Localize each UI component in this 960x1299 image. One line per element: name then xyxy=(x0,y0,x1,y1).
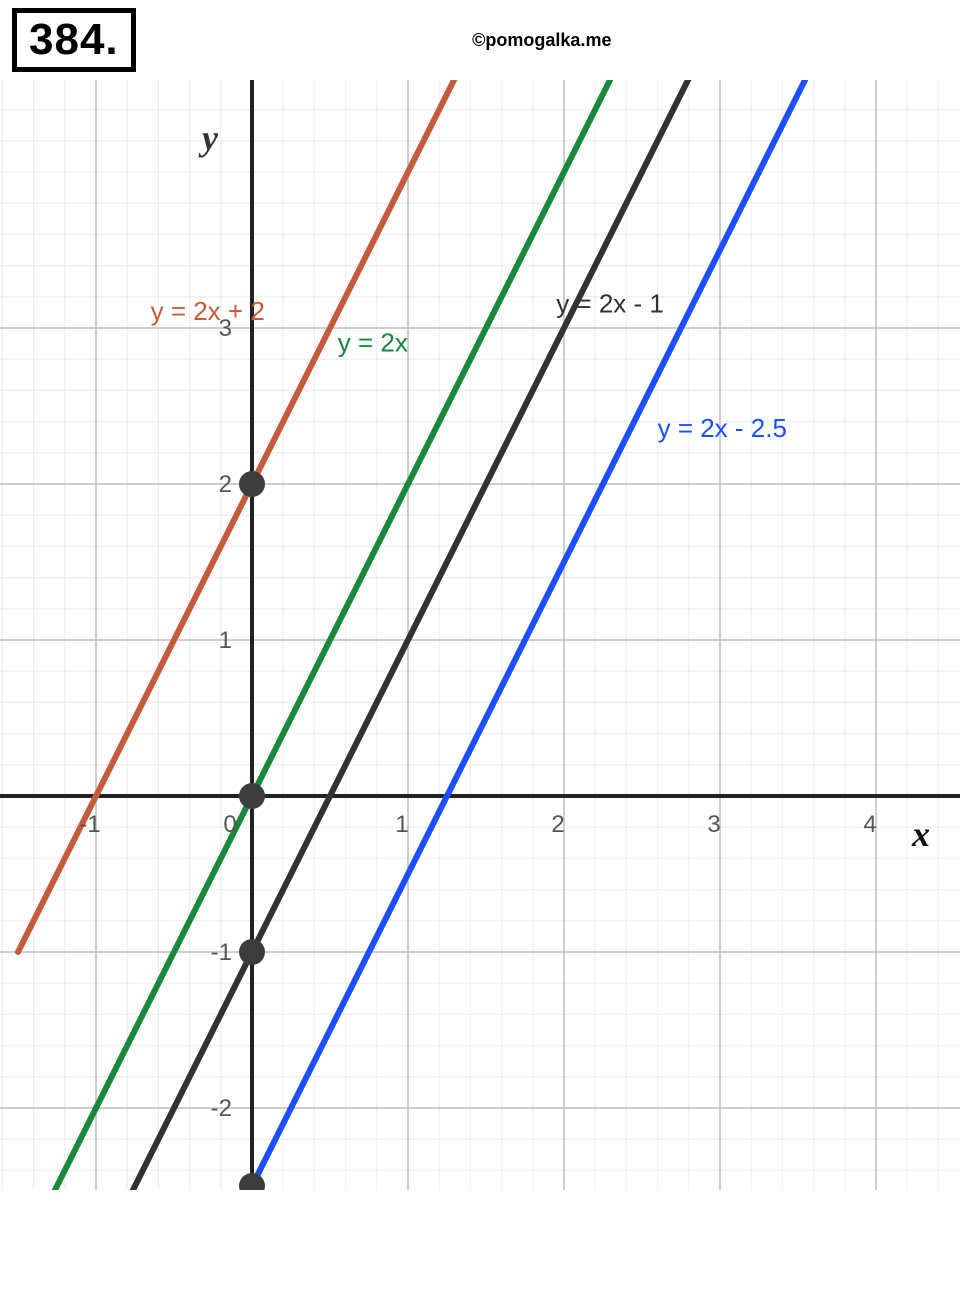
x-tick-label: 3 xyxy=(707,811,720,838)
line-blue-label: y = 2x - 2.5 xyxy=(658,413,787,443)
line-black-label: y = 2x - 1 xyxy=(556,288,664,318)
watermark-text: ©pomogalka.me xyxy=(136,30,948,51)
x-tick-label: 4 xyxy=(863,811,876,838)
x-tick-label: 2 xyxy=(551,811,564,838)
intercept-point xyxy=(239,939,265,965)
line-red-label: y = 2x + 2 xyxy=(151,296,265,326)
x-tick-label: 1 xyxy=(395,811,408,838)
problem-number-badge: 384. xyxy=(12,8,136,72)
x-tick-label: -1 xyxy=(79,811,100,838)
line-chart: -101234-3-2-1123yxy = 2x + 2y = 2xy = 2x… xyxy=(0,80,960,1190)
y-tick-label: 1 xyxy=(219,627,232,654)
line-green-label: y = 2x xyxy=(338,327,408,357)
y-tick-label: -2 xyxy=(211,1095,232,1122)
intercept-point xyxy=(239,783,265,809)
y-axis-label: y xyxy=(198,118,219,158)
chart-container: -101234-3-2-1123yxy = 2x + 2y = 2xy = 2x… xyxy=(0,80,960,1190)
y-tick-label: 2 xyxy=(219,471,232,498)
x-tick-label: 0 xyxy=(223,811,236,838)
x-axis-label: x xyxy=(911,814,930,854)
header-row: 384. ©pomogalka.me xyxy=(0,0,960,80)
y-tick-label: -1 xyxy=(211,939,232,966)
intercept-point xyxy=(239,471,265,497)
